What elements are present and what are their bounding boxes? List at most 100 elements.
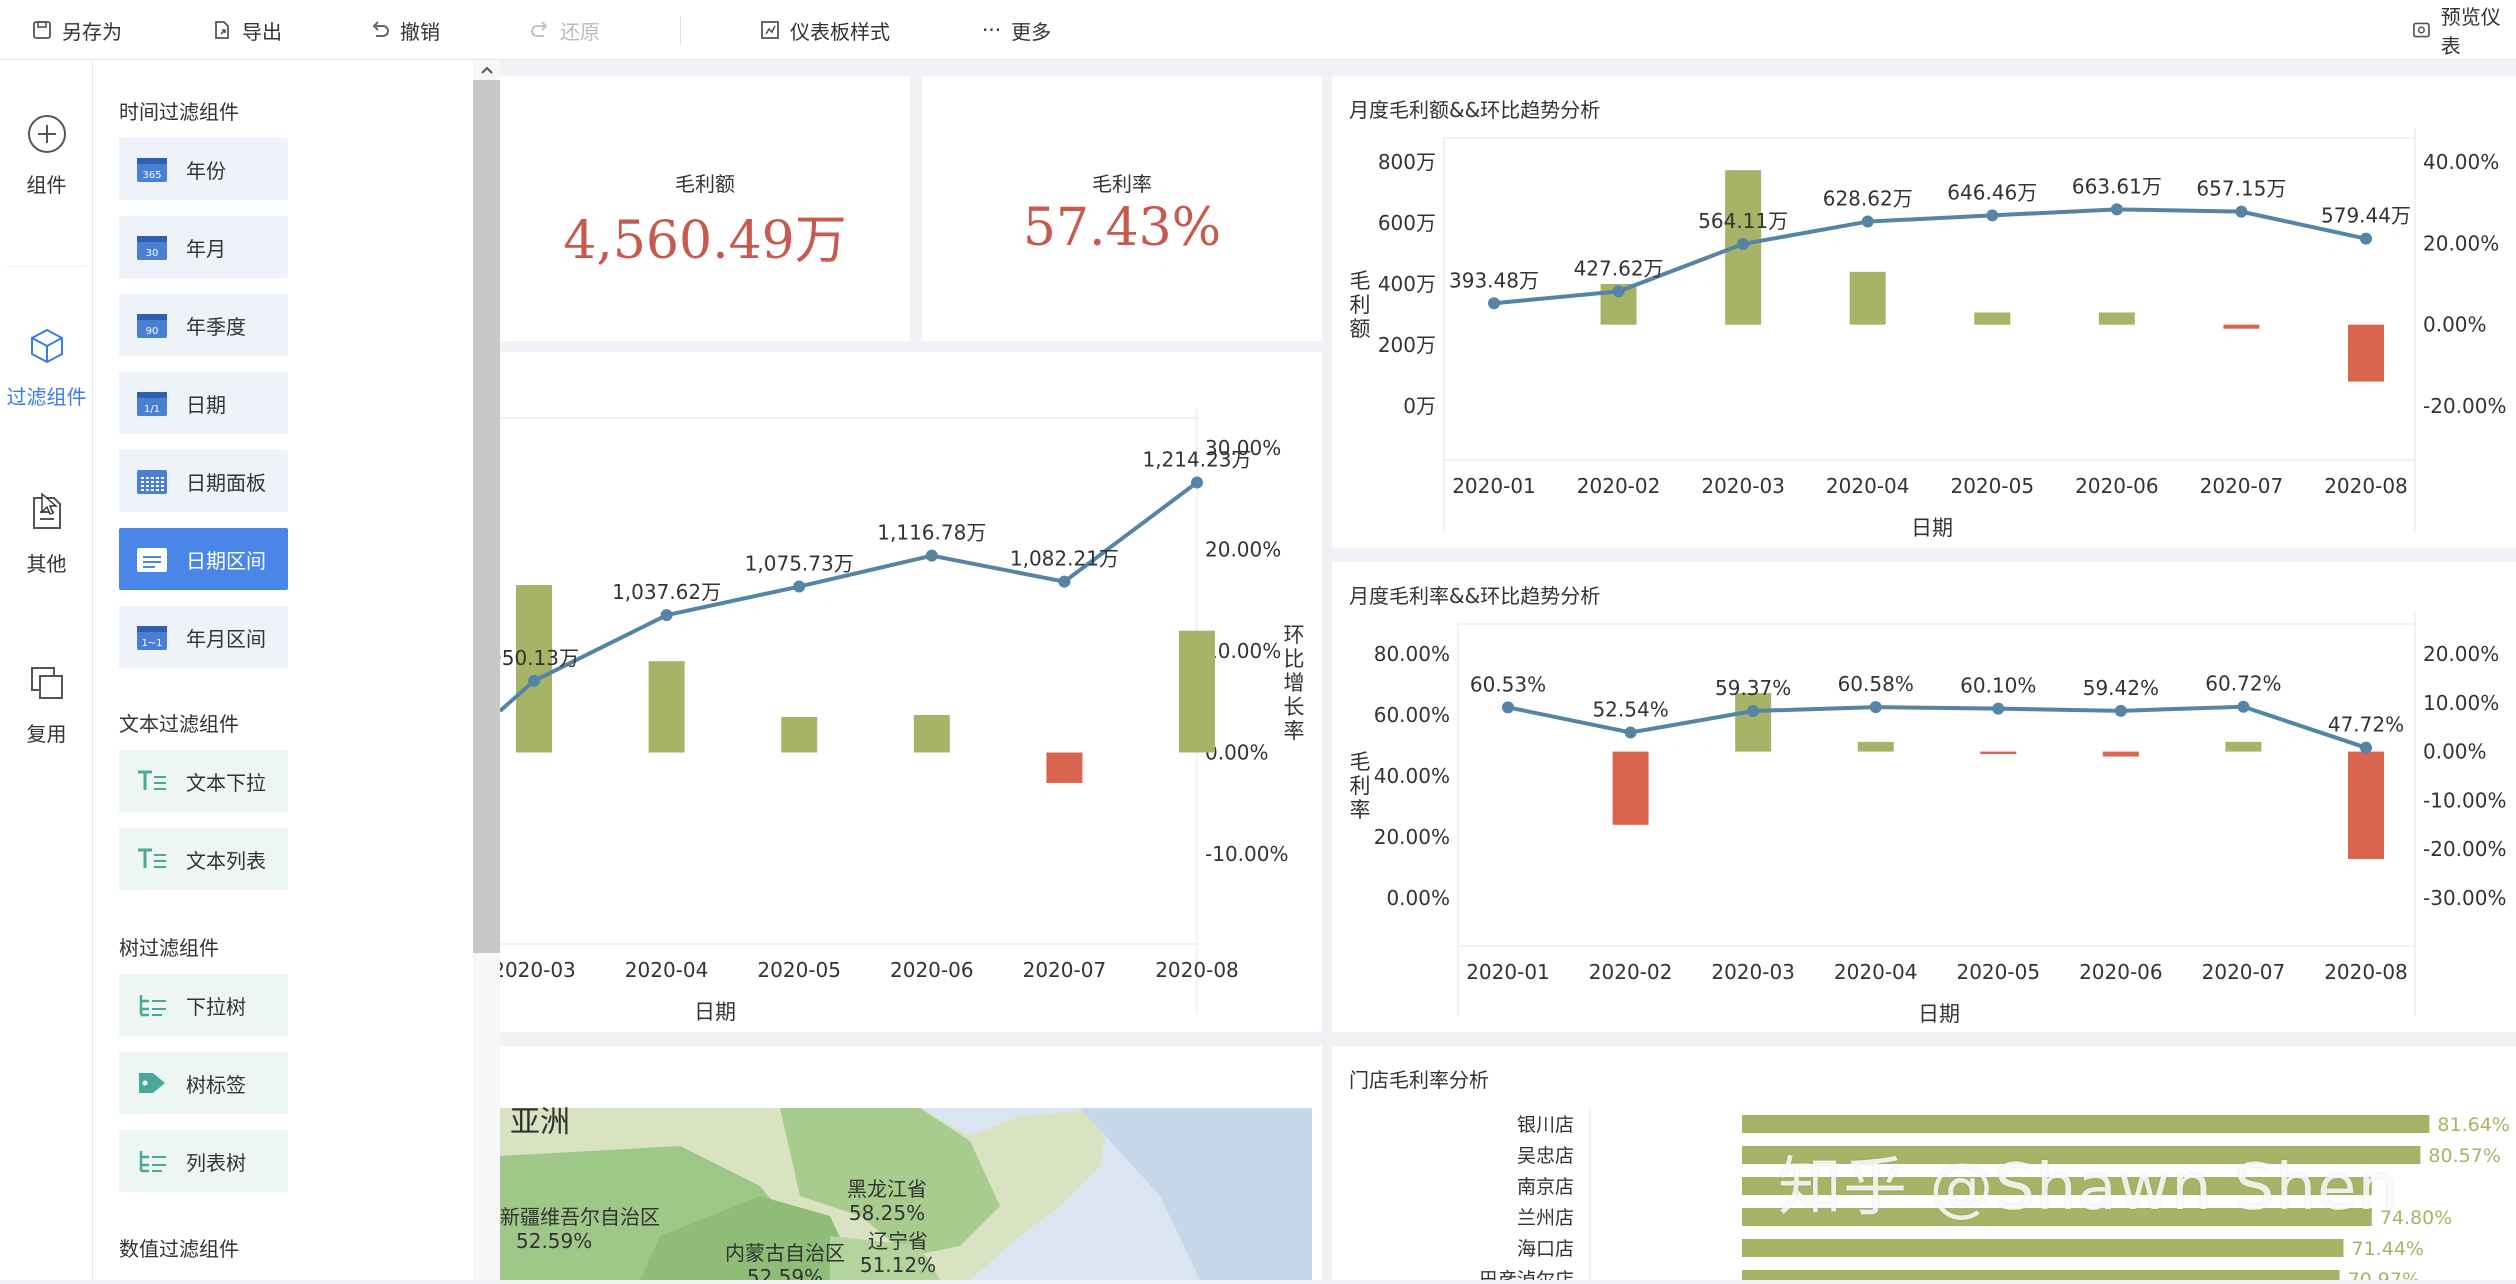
rail-item-label: 复用	[26, 722, 67, 746]
data-label: 47.72%	[2328, 713, 2404, 737]
dashboard-style-button[interactable]: 仪表板样式	[760, 0, 890, 60]
filter-chip-2-2[interactable]: 列表树	[119, 1130, 288, 1192]
gross-amount-chart-card[interactable]: 月度毛利额&&环比趋势分析 40.00% 20.00% 0.00% -20.00% 80…	[1332, 76, 2516, 548]
x-tick-label: 2020-07	[1023, 958, 1107, 982]
line-point	[1612, 285, 1625, 298]
toolbar: 另存为 导出 撤销 还原 仪表板样式 ··· 更多 预览仪表	[0, 0, 2516, 60]
x-tick-label: 2020-01	[1452, 474, 1536, 498]
line-point	[2237, 700, 2250, 713]
filter-chip-1-0[interactable]: 文本下拉	[119, 750, 288, 812]
map-card[interactable]: 亚洲 黑龙江省 58.25% 内蒙古自治区 52.59% 辽宁省 51.12% …	[500, 1046, 1322, 1284]
more-button[interactable]: ··· 更多	[982, 0, 1051, 60]
section-title-time: 时间过滤组件	[119, 100, 239, 124]
map-region-heilongjiang[interactable]	[780, 1108, 1000, 1256]
store-bar	[1742, 1208, 2372, 1226]
x-tick-label: 2020-07	[2200, 474, 2284, 498]
y-tick-label: 600万	[1378, 211, 1436, 235]
filter-chip-0-1[interactable]: 30 年月	[119, 216, 288, 278]
trend-line	[498, 480, 1199, 713]
data-label: 657.15万	[2196, 177, 2286, 201]
redo-button[interactable]: 还原	[530, 0, 600, 60]
filter-chip-label: 日期	[186, 392, 226, 417]
y-axis-label-char: 利	[1350, 774, 1371, 798]
y2-tick-label: 0.00%	[1205, 741, 1269, 765]
filter-chip-label: 年季度	[186, 314, 246, 339]
bar	[2348, 751, 2384, 859]
map-region-name: 辽宁省	[868, 1229, 928, 1253]
filter-chip-2-0[interactable]: 下拉树	[119, 974, 288, 1036]
rail-item-label: 其他	[26, 552, 67, 576]
line-point	[1986, 209, 1999, 222]
data-label: 60.53%	[1470, 672, 1546, 696]
tree-icon	[119, 991, 186, 1019]
y-tick-label: 800万	[1378, 150, 1436, 174]
filter-chip-2-1[interactable]: 树标签	[119, 1052, 288, 1114]
chart-title: 门店毛利率分析	[1349, 1068, 1489, 1092]
region-map[interactable]: 亚洲 黑龙江省 58.25% 内蒙古自治区 52.59% 辽宁省 51.12% …	[500, 1046, 1322, 1284]
export-label: 导出	[242, 19, 282, 44]
filter-chip-0-2[interactable]: 90 年季度	[119, 294, 288, 356]
copy-icon	[30, 667, 63, 699]
map-region-value: 52.59%	[516, 1229, 592, 1253]
scroll-up-icon[interactable]	[473, 60, 500, 80]
x-axis-label: 日期	[1911, 516, 1953, 540]
save-as-button[interactable]: 另存为	[32, 0, 122, 60]
map-region-value: 51.12%	[860, 1253, 936, 1277]
y-tick-label: 0万	[1403, 394, 1436, 418]
undo-button[interactable]: 撤销	[370, 0, 440, 60]
map-region-neimenggu[interactable]	[640, 1196, 860, 1280]
line-point	[1058, 575, 1071, 588]
line-point	[1502, 701, 1514, 714]
filter-chip-0-6[interactable]: 1~1 年月区间	[119, 606, 288, 668]
filter-chip-0-5[interactable]: 日期区间	[119, 528, 288, 590]
rail-item-reuse[interactable]: 复用	[0, 662, 93, 747]
preview-button[interactable]: 预览仪表	[2412, 0, 2516, 60]
y-axis-label-char: 额	[1350, 317, 1371, 341]
rail-item-other[interactable]: 其他	[0, 492, 93, 577]
panel-scrollbar-thumb[interactable]	[473, 80, 500, 953]
kpi-card-amount[interactable]: 毛利额 4,560.49万	[500, 76, 910, 341]
x-tick-label: 2020-03	[1711, 960, 1795, 984]
x-tick-label: 2020-02	[1589, 960, 1673, 984]
export-button[interactable]: 导出	[212, 0, 282, 60]
store-bar	[1742, 1239, 2344, 1257]
store-bar	[1742, 1177, 2372, 1195]
gross-rate-chart-card[interactable]: 月度毛利率&&环比趋势分析 20.00% 10.00% 0.00% -10.00% -2…	[1332, 562, 2516, 1032]
filter-chip-0-4[interactable]: 日期面板	[119, 450, 288, 512]
filter-chip-0-3[interactable]: 1/1 日期	[119, 372, 288, 434]
calendar-icon: 1/1	[119, 389, 186, 417]
store-name-label: 兰州店	[1517, 1207, 1574, 1229]
y2-tick-label: 0.00%	[2423, 313, 2487, 337]
x-tick-label: 2020-04	[1826, 474, 1910, 498]
gross-amount-chart[interactable]: 40.00% 20.00% 0.00% -20.00% 800万 600万 400万 200万…	[1332, 76, 2516, 548]
store-chart-card[interactable]: 门店毛利率分析 银川店 81.64% 吴忠店 80.57% 南京店 兰州店 74.80% 海口…	[1332, 1046, 2516, 1284]
x-tick-label: 2020-01	[1466, 960, 1550, 984]
rail-item-filters[interactable]: 过滤组件	[0, 325, 93, 410]
filter-chip-label: 年月区间	[186, 626, 266, 651]
y2-tick-label: 40.00%	[2423, 150, 2499, 174]
filter-chip-label: 文本列表	[186, 848, 266, 873]
data-label: 1,214.23万	[1142, 447, 1251, 471]
y2-tick-label: 0.00%	[2423, 740, 2487, 764]
gross-rate-chart[interactable]: 20.00% 10.00% 0.00% -10.00% -20.00% -30.00% 80…	[1332, 562, 2516, 1032]
y-tick-label: 80.00%	[1374, 642, 1450, 666]
rail-item-components[interactable]: 组件	[0, 113, 93, 198]
left-rail: 组件 过滤组件 其他 复用	[0, 60, 93, 1280]
line-point	[660, 609, 673, 622]
x-tick-label: 2020-03	[1701, 474, 1785, 498]
text-list-icon	[119, 767, 186, 795]
filter-chip-1-1[interactable]: 文本列表	[119, 828, 288, 890]
bar	[1849, 271, 1886, 325]
kpi-card-rate[interactable]: 毛利率 57.43%	[922, 76, 1322, 341]
map-continent-label: 亚洲	[510, 1105, 570, 1140]
toolbar-divider	[680, 16, 681, 44]
line-point	[2360, 232, 2372, 245]
filter-chip-0-0[interactable]: 365 年份	[119, 138, 288, 200]
bar	[2348, 324, 2384, 382]
style-icon	[761, 21, 779, 39]
map-region-liaoning[interactable]	[830, 1236, 940, 1280]
store-name-label: 巴彦淖尔店	[1479, 1269, 1574, 1280]
